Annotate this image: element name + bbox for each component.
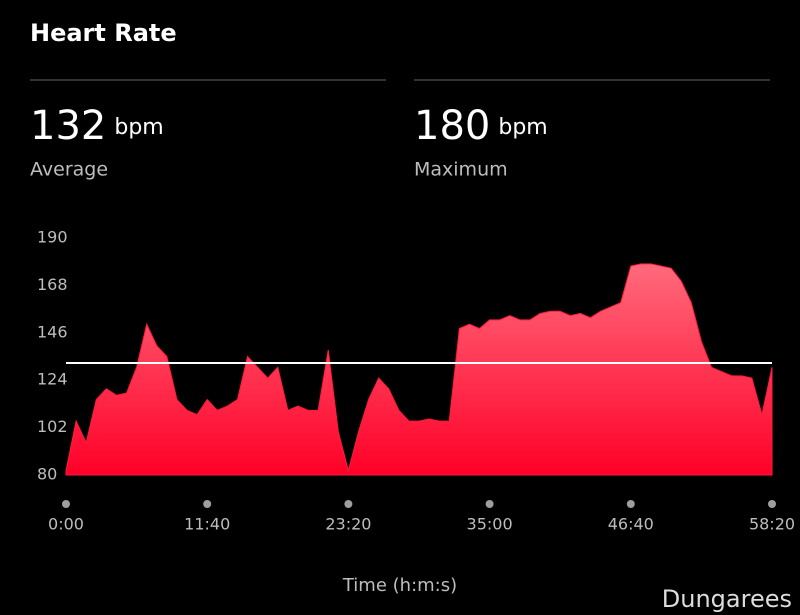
x-tick-dot xyxy=(626,500,635,508)
x-tick-dot xyxy=(768,500,776,508)
x-tick-dot xyxy=(203,500,212,508)
y-tick-label: 124 xyxy=(37,370,68,389)
x-tick-dot xyxy=(485,500,494,508)
x-tick-label: 11:40 xyxy=(184,515,230,534)
stat-unit: bpm xyxy=(498,115,547,140)
watermark: Dungarees xyxy=(662,585,792,613)
stat-number: 132 xyxy=(30,103,106,149)
y-tick-label: 80 xyxy=(37,465,57,484)
heart-rate-area xyxy=(65,263,773,476)
stat-number: 180 xyxy=(414,103,490,149)
x-tick-label: 58:20 xyxy=(749,515,795,534)
stat-label: Average xyxy=(30,159,108,181)
x-tick-dot xyxy=(344,500,353,508)
stat-label: Maximum xyxy=(414,159,508,181)
x-tick-label: 0:00 xyxy=(48,515,84,534)
x-tick-label: 46:40 xyxy=(608,515,654,534)
x-tick-label: 35:00 xyxy=(467,515,513,534)
chart-title: Heart Rate xyxy=(30,19,177,47)
y-tick-label: 168 xyxy=(37,275,68,294)
x-tick-label: 23:20 xyxy=(325,515,371,534)
stat-value: 180 bpm xyxy=(414,103,548,149)
y-tick-label: 190 xyxy=(37,228,68,247)
y-tick-label: 146 xyxy=(37,322,68,341)
stat-value: 132 bpm xyxy=(30,103,164,149)
stat-unit: bpm xyxy=(114,115,163,140)
x-tick-dot xyxy=(62,500,70,508)
x-axis-label: Time (h:m:s) xyxy=(342,575,457,596)
y-tick-label: 102 xyxy=(37,417,68,436)
